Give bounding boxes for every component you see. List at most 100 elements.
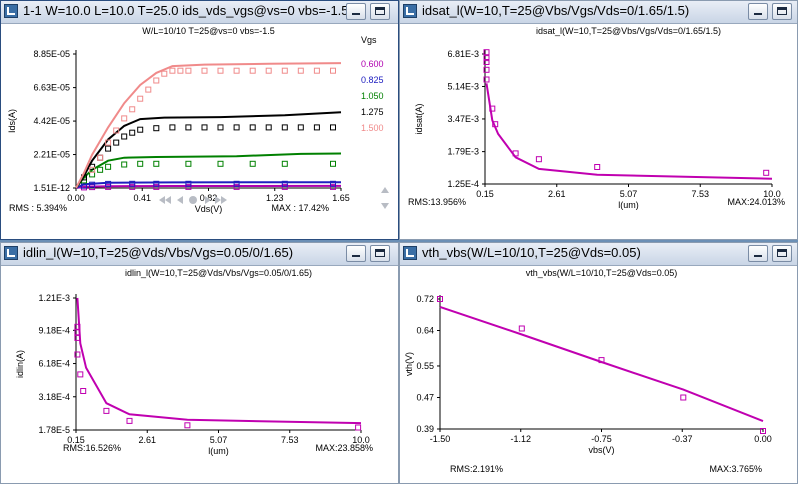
chart-background [400,24,797,239]
measured-point [281,124,288,131]
measured-point [249,160,256,167]
pane-title: 1-1 W=10.0 L=10.0 T=25.0 ids_vds_vgs@vs=… [23,3,349,18]
x-tick-label: 5.07 [210,435,228,445]
series-model-line [439,305,764,423]
measured-point [126,417,133,424]
measured-point [217,67,224,74]
y-tick-label: 5.14E-3 [447,81,479,91]
measured-point [185,67,192,74]
y-tick-label: 0.39 [416,424,434,434]
measured-point [233,67,240,74]
chart-background [400,266,797,483]
step-forward-icon[interactable] [205,196,211,204]
y-tick-label: 0.64 [416,326,434,336]
x-tick-label: 10.0 [352,435,370,445]
measured-point [185,160,192,167]
measured-point [89,166,96,173]
maximize-button[interactable] [370,245,390,262]
measured-point [330,180,336,187]
scroll-up-icon[interactable] [381,187,389,193]
measured-point [330,160,336,167]
measured-point [105,145,112,152]
measured-point [281,67,288,74]
measured-point [169,67,176,74]
legend-entry: 1.050 [361,91,384,101]
measured-point [145,86,152,93]
pane-titlebar[interactable]: 1-1 W=10.0 L=10.0 T=25.0 ids_vds_vgs@vs=… [1,1,398,24]
x-axis-label: Vds(V) [195,204,223,214]
y-tick-label: 6.81E-3 [447,49,479,59]
x-tick-label: 0.41 [133,193,151,203]
measured-point [201,67,208,74]
y-tick-label: 1.25E-4 [447,179,479,189]
pane-idsat-l[interactable]: idsat_l(W=10,T=25@Vbs/Vgs/Vds=0/1.65/1.5… [399,0,798,240]
x-tick-label: 7.53 [691,189,709,199]
measured-point [330,124,336,131]
measured-point [483,76,490,83]
chart-idsat-l: idsat_l(W=10,T=25@Vbs/Vgs/Vds=0/1.65/1.5… [400,24,797,239]
measured-point [74,323,81,330]
y-tick-label: 6.18E-4 [38,359,70,369]
measured-point [185,124,192,131]
measured-point [518,325,525,332]
measured-point [89,181,96,188]
measured-point [74,329,81,336]
fast-forward-icon[interactable] [215,196,221,204]
pane-titlebar[interactable]: idlin_l(W=10,T=25@Vds/Vbs/Vgs=0.05/0/1.6… [1,243,398,266]
minimize-button[interactable] [748,245,768,262]
chart-background [1,24,398,239]
minimize-button[interactable] [346,245,366,262]
rewind-icon[interactable] [159,196,165,204]
x-tick-label: -0.75 [591,434,612,444]
minimize-button[interactable] [748,3,768,20]
pane-title: idlin_l(W=10,T=25@Vds/Vbs/Vgs=0.05/0/1.6… [23,245,294,260]
series-model-line [75,111,342,189]
measured-point [153,183,160,190]
scroll-down-icon[interactable] [381,203,389,209]
x-tick-label: 0.00 [67,193,85,203]
measured-point [249,124,256,131]
legend-entry: 0.600 [361,59,384,69]
pane-idlin-l[interactable]: idlin_l(W=10,T=25@Vds/Vbs/Vgs=0.05/0/1.6… [0,242,399,484]
measured-point [129,129,136,136]
step-back-icon[interactable] [177,196,183,204]
y-axis-label: vth(V) [404,352,414,376]
measured-point [483,55,490,62]
pane-vth-vbs[interactable]: vth_vbs(W/L=10/10,T=25@Vds=0.05) vth_vbs… [399,242,798,484]
pane-titlebar[interactable]: vth_vbs(W/L=10/10,T=25@Vds=0.05) [400,243,797,266]
x-tick-label: 0.00 [754,434,772,444]
measured-point [483,59,490,65]
stop-icon[interactable] [189,196,197,204]
measured-point [265,124,272,131]
measured-point [217,124,224,131]
maximize-button[interactable] [772,245,792,262]
chart-title: idsat_l(W=10,T=25@Vbs/Vgs/Vds=0/1.65/1.5… [536,26,721,36]
pane-titlebar[interactable]: idsat_l(W=10,T=25@Vbs/Vgs/Vds=0/1.65/1.5… [400,1,797,24]
pane-title: vth_vbs(W/L=10/10,T=25@Vds=0.05) [422,245,641,260]
x-tick-label: -1.12 [510,434,531,444]
measured-point [594,164,601,170]
measured-point [483,49,490,56]
chart-idlin-l: idlin_l(W=10,T=25@Vds/Vbs/Vgs=0.05/0/1.6… [1,266,398,483]
x-tick-label: 0.82 [200,193,218,203]
rewind-icon[interactable] [165,196,171,204]
maximize-button[interactable] [370,3,390,20]
fast-forward-icon[interactable] [221,196,227,204]
measured-point [74,351,81,358]
pane-ids-vds-vgs[interactable]: 1-1 W=10.0 L=10.0 T=25.0 ids_vds_vgs@vs=… [0,0,399,240]
measured-point [77,371,84,378]
x-axis-label: vbs(V) [588,445,614,455]
playback-controls[interactable] [159,196,227,204]
measured-point [153,125,160,132]
series-model-line [76,297,362,425]
minimize-button[interactable] [346,3,366,20]
measured-point [80,388,87,394]
measured-point [489,105,496,112]
measured-point [265,67,272,74]
maximize-button[interactable] [772,3,792,20]
measured-point [74,334,81,341]
max-readout: MAX:3.765% [709,464,762,474]
y-tick-label: 3.18E-4 [38,392,70,402]
measured-point [281,180,288,187]
measured-point [297,67,304,74]
